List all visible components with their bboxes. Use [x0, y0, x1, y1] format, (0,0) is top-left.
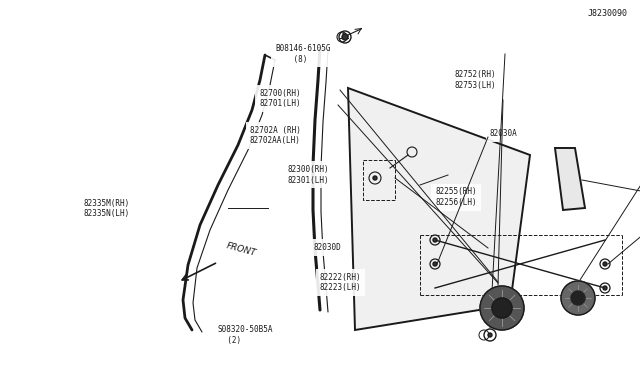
Text: 82700(RH)
82701(LH): 82700(RH) 82701(LH)	[259, 89, 301, 108]
Circle shape	[492, 298, 512, 318]
Polygon shape	[555, 148, 585, 210]
Circle shape	[433, 262, 437, 266]
Text: 82030D: 82030D	[314, 243, 341, 252]
Text: 82222(RH)
82223(LH): 82222(RH) 82223(LH)	[320, 273, 362, 292]
Text: 82030A: 82030A	[490, 129, 517, 138]
Circle shape	[488, 333, 492, 337]
Text: 82300(RH)
82301(LH): 82300(RH) 82301(LH)	[288, 165, 330, 185]
Circle shape	[342, 34, 348, 40]
Text: 82335M(RH)
82335N(LH): 82335M(RH) 82335N(LH)	[83, 199, 129, 218]
Text: J8230090: J8230090	[588, 9, 627, 17]
Circle shape	[603, 262, 607, 266]
Circle shape	[571, 291, 585, 305]
Text: 82255(RH)
82256(LH): 82255(RH) 82256(LH)	[435, 187, 477, 207]
Polygon shape	[348, 88, 530, 330]
Text: S08320-50B5A
  (2): S08320-50B5A (2)	[218, 325, 273, 344]
Circle shape	[373, 176, 377, 180]
Circle shape	[480, 286, 524, 330]
Text: 82752(RH)
82753(LH): 82752(RH) 82753(LH)	[454, 70, 496, 90]
Text: B08146-6105G
    (8): B08146-6105G (8)	[275, 44, 331, 64]
Text: FRONT: FRONT	[225, 241, 257, 258]
Circle shape	[433, 238, 437, 242]
Circle shape	[603, 286, 607, 290]
Text: 82702A (RH)
82702AA(LH): 82702A (RH) 82702AA(LH)	[250, 126, 300, 145]
Circle shape	[561, 281, 595, 315]
